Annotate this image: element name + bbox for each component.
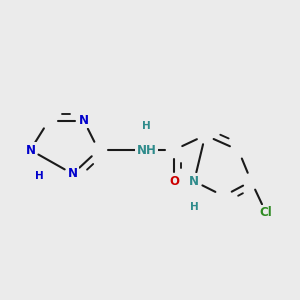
Text: Cl: Cl [260, 206, 272, 219]
Text: NH: NH [136, 143, 156, 157]
Text: H: H [190, 202, 199, 212]
Text: H: H [142, 121, 151, 131]
Text: N: N [189, 175, 199, 188]
Text: H: H [35, 171, 44, 181]
Text: N: N [68, 167, 78, 180]
Text: N: N [26, 143, 35, 157]
Text: O: O [169, 175, 179, 188]
Text: N: N [79, 114, 89, 127]
